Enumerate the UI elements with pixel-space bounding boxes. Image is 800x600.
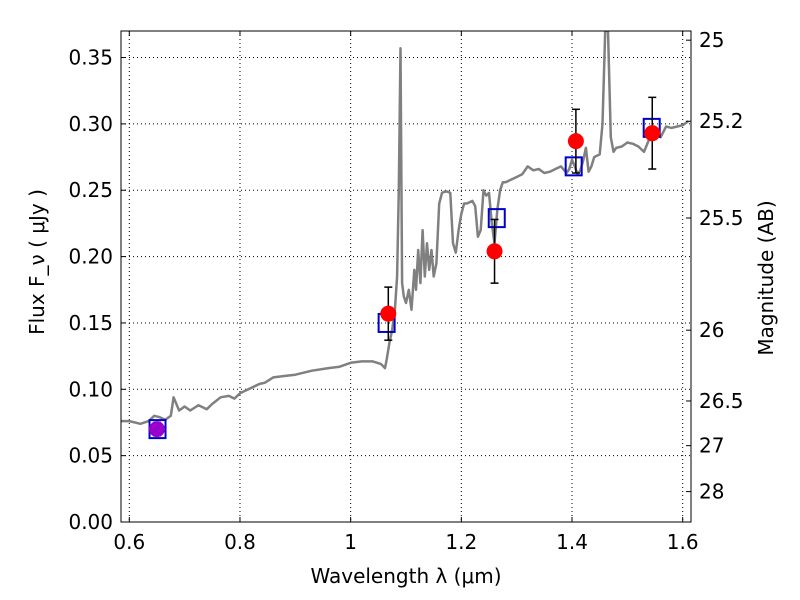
right-tick-label: 25.2 <box>699 109 744 133</box>
right-tick-label: 28 <box>699 480 724 504</box>
right-tick-label: 27 <box>699 434 724 458</box>
spectrum-layer <box>121 31 689 426</box>
y-tick-label: 0.00 <box>68 510 113 534</box>
x-tick-label: 1 <box>344 530 357 554</box>
x-tick-label: 0.6 <box>113 530 145 554</box>
right-tick-label: 26 <box>699 318 724 342</box>
y-tick-label: 0.25 <box>68 178 113 202</box>
grid <box>121 31 691 523</box>
x-tick-label: 1.4 <box>556 530 588 554</box>
observed-layer <box>148 96 661 438</box>
right-tick-label: 25 <box>699 28 724 52</box>
y-axis-label: Flux F_ν ( μJy ) <box>25 189 49 335</box>
observed-point <box>380 305 397 322</box>
x-tick-label: 1.6 <box>667 530 699 554</box>
right-tick-label: 26.5 <box>699 389 744 413</box>
y-tick-label: 0.35 <box>68 46 113 70</box>
right-tick-label: 25.5 <box>699 206 744 230</box>
y-axis-right: 25 25.2 25.5 26 26.5 27 28 <box>686 28 744 504</box>
x-tick-label: 0.8 <box>224 530 256 554</box>
observed-point <box>644 125 661 142</box>
plot-frame <box>120 30 692 523</box>
y-axis-left: 0.00 0.05 0.10 0.15 0.20 0.25 0.30 0.35 <box>68 46 126 534</box>
y-tick-label: 0.10 <box>68 377 113 401</box>
spectrum-line <box>121 31 689 426</box>
x-axis-label: Wavelength λ (μm) <box>310 564 501 588</box>
observed-point <box>567 133 584 150</box>
model-layer <box>148 117 661 440</box>
x-axis: 0.6 0.8 1 1.2 1.4 1.6 <box>113 31 699 554</box>
y-tick-label: 0.05 <box>68 444 113 468</box>
y-axis-right-label: Magnitude (AB) <box>754 200 778 355</box>
x-tick-label: 1.2 <box>445 530 477 554</box>
model-point <box>487 208 506 229</box>
model-point <box>564 156 583 177</box>
y-tick-label: 0.30 <box>68 112 113 136</box>
y-tick-label: 0.15 <box>68 311 113 335</box>
observed-point <box>148 421 165 438</box>
observed-point <box>486 243 503 260</box>
y-tick-label: 0.20 <box>68 245 113 269</box>
